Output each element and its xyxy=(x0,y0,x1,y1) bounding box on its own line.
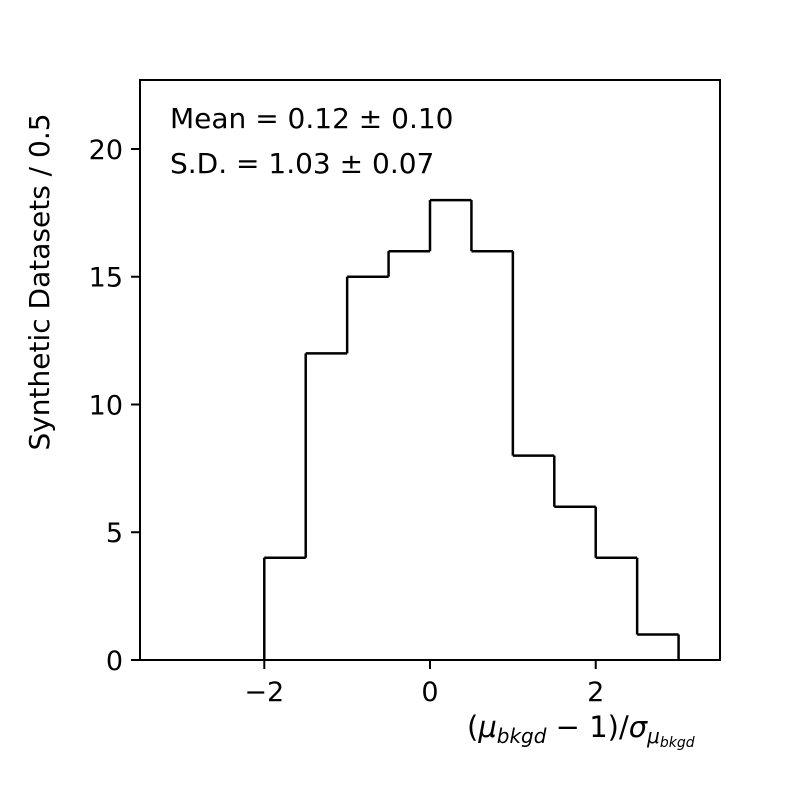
y-tick-label-2: 10 xyxy=(89,390,123,421)
x-axis-label-sigma: σ xyxy=(629,710,649,744)
x-axis-label: (μbkgd − 1)/σμbkgd xyxy=(467,710,695,751)
x-tick-label-2: 2 xyxy=(587,677,604,708)
y-axis-label: Synthetic Datasets / 0.5 xyxy=(23,113,56,450)
x-axis-label-mu: μ xyxy=(477,710,496,744)
x-axis-label-mid: − 1)/ xyxy=(546,710,629,744)
annotation-sd: S.D. = 1.03 ± 0.07 xyxy=(170,147,434,180)
y-tick-label-1: 5 xyxy=(106,518,123,549)
x-axis-label-open: ( xyxy=(467,710,478,744)
x-axis-label-sub2-mu: μ xyxy=(646,724,660,748)
y-tick-label-0: 0 xyxy=(106,646,123,677)
x-tick-label-1: 0 xyxy=(421,677,438,708)
y-tick-label-3: 15 xyxy=(89,263,123,294)
y-tick-label-4: 20 xyxy=(89,135,123,166)
annotation-mean: Mean = 0.12 ± 0.10 xyxy=(170,102,454,135)
plot-area xyxy=(263,198,680,660)
x-axis-label-sub1: bkgd xyxy=(497,724,547,748)
x-tick-label-0: −2 xyxy=(244,677,284,708)
x-axis-label-sub2-sub: bkgd xyxy=(660,735,695,751)
